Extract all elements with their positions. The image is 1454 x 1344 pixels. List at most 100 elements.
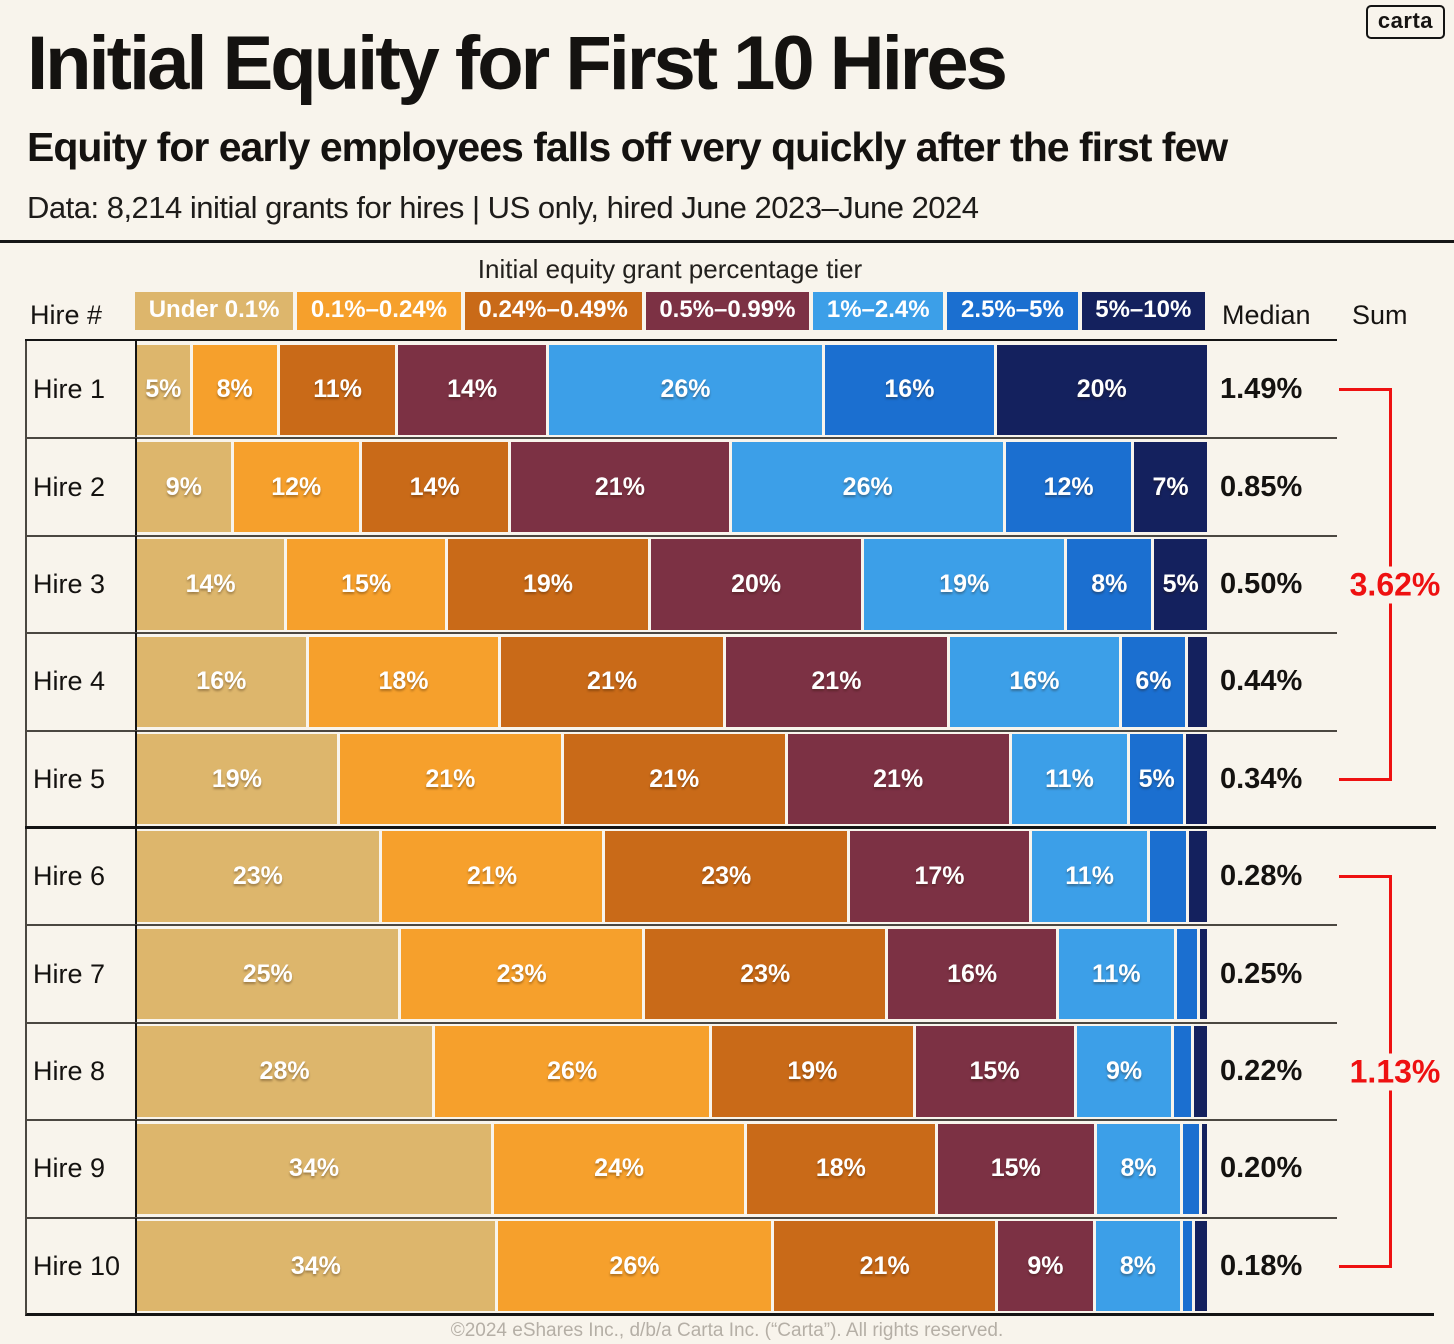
legend-chip: 2.5%–5% [947, 292, 1078, 330]
bar-segment: 17% [850, 831, 1029, 922]
bar-stack: 23% 21% 23% 17% 11% [137, 828, 1207, 925]
bar-segment: 8% [1096, 1123, 1181, 1215]
bar-segment: 26% [732, 441, 1004, 533]
bar-segment: 19% [448, 539, 648, 630]
bar-stack: 25% 23% 23% 16% 11% [137, 925, 1207, 1022]
chart-row: Hire 10 34% 26% 21% 9% 8% 0.18% [27, 1217, 1434, 1315]
bar-stack: 28% 26% 19% 15% 9% [137, 1023, 1207, 1120]
bar-segment: 12% [233, 441, 359, 533]
bar-segment [1188, 636, 1207, 728]
median-value: 0.85% [1220, 470, 1303, 503]
bar-segment [1189, 831, 1207, 922]
bar-segment: 34% [137, 1123, 492, 1215]
bar-segment: 19% [137, 734, 337, 825]
chart-row: Hire 7 25% 23% 23% 16% 11% 0.25% [25, 925, 1434, 1025]
bar-segment: 24% [494, 1123, 745, 1215]
bar-segment: 26% [497, 1221, 772, 1312]
bar-segment: 5% [137, 344, 190, 435]
bar-segment: 9% [1076, 1026, 1172, 1117]
data-note: Data: 8,214 initial grants for hires | U… [27, 190, 979, 225]
chart-row: Hire 6 23% 21% 23% 17% 11% 0.28% [25, 827, 1434, 927]
bar-stack: 5% 8% 11% 14% 26% 16% 20% [137, 341, 1207, 438]
bar-segment: 18% [308, 636, 499, 728]
hire-label: Hire 2 [27, 438, 137, 536]
bar-segment: 6% [1121, 636, 1186, 728]
bar-segment: 16% [888, 928, 1056, 1020]
bar-segment: 14% [361, 441, 508, 533]
median-value: 0.50% [1220, 567, 1303, 600]
bar-stack: 16% 18% 21% 21% 16% 6% [137, 633, 1207, 730]
hire-label: Hire 7 [27, 925, 137, 1023]
carta-logo: carta [1365, 5, 1445, 39]
bar-segment: 12% [1006, 441, 1132, 533]
bar-segment [1194, 1026, 1207, 1117]
bar-segment: 21% [787, 734, 1009, 825]
bar-segment: 19% [864, 539, 1065, 630]
hire-column-header: Hire # [30, 300, 103, 330]
bar-segment: 8% [1095, 1221, 1180, 1312]
bar-segment: 23% [401, 928, 642, 1020]
bar-segment [1183, 1123, 1199, 1215]
bar-segment: 26% [435, 1026, 710, 1117]
bar-stack: 14% 15% 19% 20% 19% 8% 5% [137, 536, 1207, 633]
bar-segment [1199, 928, 1207, 1020]
chart-row: Hire 3 14% 15% 19% 20% 19% 8% 5% 0.50% [25, 535, 1434, 635]
bar-segment: 21% [563, 734, 785, 825]
bar-segment: 7% [1134, 441, 1207, 533]
bar-segment: 15% [937, 1123, 1094, 1215]
bar-segment: 8% [192, 344, 277, 435]
hire-label: Hire 9 [27, 1120, 137, 1218]
bar-segment: 16% [137, 636, 306, 728]
chart-rows: Hire 1 5% 8% 11% 14% 26% 16% 20% 1.49% Hire 2 … [25, 341, 1436, 1315]
bar-segment: 16% [950, 636, 1119, 728]
hire-label: Hire 4 [27, 633, 137, 731]
bar-segment: 9% [998, 1221, 1093, 1312]
header: Initial Equity for First 10 Hires Equity… [0, 0, 1454, 243]
bar-segment: 23% [644, 928, 886, 1020]
median-value: 0.25% [1220, 957, 1303, 990]
chart-row: Hire 4 16% 18% 21% 21% 16% 6% 0.44% [25, 633, 1434, 732]
legend-chip: 1%–2.4% [813, 292, 944, 330]
median-value: 0.44% [1220, 665, 1303, 698]
legend-chip: 5%–10% [1081, 292, 1206, 330]
hire-label: Hire 6 [27, 827, 137, 926]
stacked-bar-chart: Hire 1 5% 8% 11% 14% 26% 16% 20% 1.49% Hire 2 … [25, 338, 1445, 1316]
chart-row: Hire 9 34% 24% 18% 15% 8% 0.20% [25, 1120, 1434, 1219]
bar-segment: 21% [510, 441, 730, 533]
bar-segment: 19% [712, 1026, 913, 1117]
bar-segment [1182, 1221, 1193, 1312]
footer-copyright: ©2024 eShares Inc., d/b/a Carta Inc. (“C… [450, 1320, 1004, 1341]
bar-segment: 23% [605, 831, 848, 922]
legend-chip: 0.5%–0.99% [645, 292, 810, 330]
bar-stack: 9% 12% 14% 21% 26% 12% 7% [137, 438, 1207, 535]
hire-label: Hire 8 [27, 1022, 137, 1121]
bar-segment: 18% [747, 1123, 935, 1215]
bar-segment: 25% [137, 928, 399, 1020]
legend-chip: Under 0.1% [135, 292, 294, 330]
legend: Initial equity grant percentage tier Hir… [0, 246, 1454, 341]
bar-segment [1176, 928, 1197, 1020]
page-title: Initial Equity for First 10 Hires [27, 21, 1008, 106]
median-column-header: Median [1222, 300, 1311, 330]
bar-segment: 5% [1154, 539, 1207, 630]
bar-segment: 11% [1011, 734, 1128, 825]
chart-row: Hire 2 9% 12% 14% 21% 26% 12% 7% 0.85% [25, 438, 1434, 538]
legend-chip: 0.24%–0.49% [464, 292, 642, 330]
bar-segment: 21% [339, 734, 561, 825]
median-value: 1.49% [1220, 373, 1303, 406]
bar-segment: 9% [137, 441, 231, 533]
bar-segment: 15% [287, 539, 446, 630]
hire-label: Hire 10 [27, 1217, 137, 1315]
bar-segment: 26% [548, 344, 823, 435]
subtitle: Equity for early employees falls off ver… [27, 124, 1228, 170]
median-value: 0.20% [1220, 1152, 1303, 1185]
bar-segment: 11% [1058, 928, 1174, 1020]
bar-segment [1185, 734, 1207, 825]
bar-stack: 34% 26% 21% 9% 8% [137, 1218, 1208, 1315]
hire-label: Hire 3 [27, 535, 137, 634]
chart-row: Hire 1 5% 8% 11% 14% 26% 16% 20% 1.49% [25, 341, 1434, 440]
bar-segment: 28% [137, 1026, 433, 1117]
bar-segment [1150, 831, 1187, 922]
bar-segment: 14% [137, 539, 285, 630]
median-value: 0.18% [1220, 1249, 1303, 1282]
